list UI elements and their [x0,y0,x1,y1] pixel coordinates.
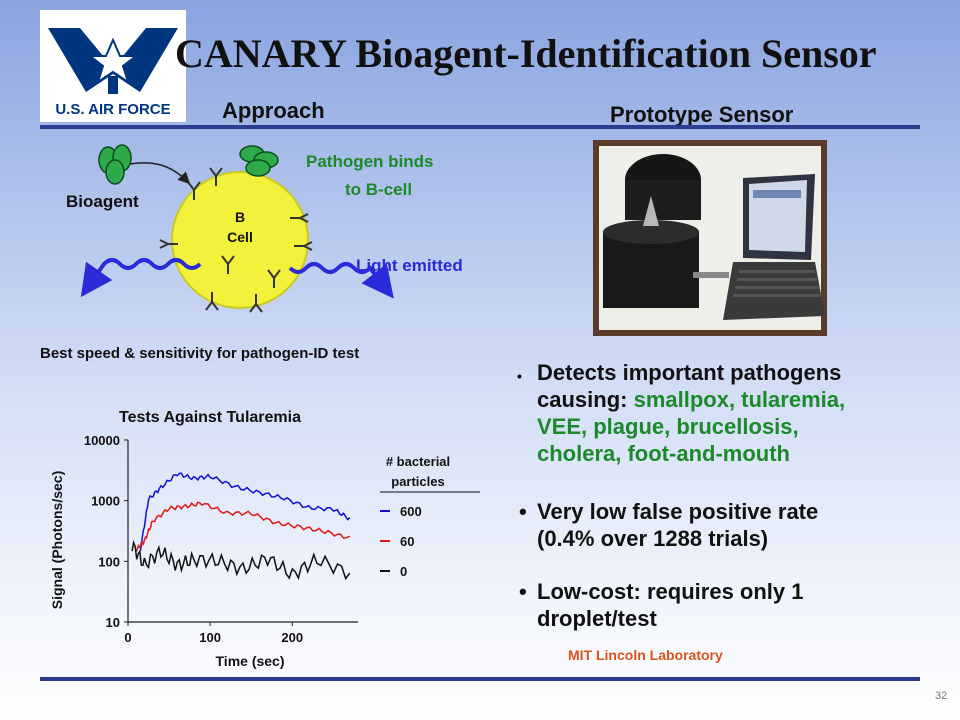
bullet-2-line-1: Very low false positive rate [537,499,819,524]
chart-series [131,472,351,581]
bullet-3: Low-cost: requires only 1 droplet/test [537,578,937,632]
bcell-diagram: B Cell [80,144,394,313]
page-title: CANARY Bioagent-Identification Sensor [175,31,877,76]
b-cell [171,171,309,309]
bioagent-label: Bioagent [66,192,139,211]
bullet-1-line-4: cholera, foot-and-mouth [537,441,790,466]
y-axis-label: Signal (Photons/sec) [49,471,65,609]
bullet-dot-1: • [517,368,522,384]
y-tick-label: 100 [98,554,120,569]
x-tick-label: 100 [199,630,221,645]
bound-pathogen-icon [239,145,279,177]
light-wave-left [80,258,202,298]
bullet-dot-3: • [519,579,527,604]
top-divider [40,125,920,129]
bullet-2: Very low false positive rate (0.4% over … [537,498,937,552]
bioagent-icon [98,144,132,185]
logo-text: U.S. AIR FORCE [55,101,170,118]
antibody-icons [159,167,313,313]
page-number: 32 [935,690,948,702]
series-line-60 [135,501,351,552]
x-tick-label: 0 [124,630,131,645]
x-tick-label: 200 [281,630,303,645]
bullet-1-green-1: smallpox, tularemia, [633,387,846,412]
x-axis-label: Time (sec) [216,653,285,669]
bullet-2-line-2: (0.4% over 1288 trials) [537,526,769,551]
bullet-1-line-2: causing: smallpox, tularemia, [537,386,937,413]
series-line-0 [131,539,351,581]
bullet-dot-2: • [519,499,527,524]
chart-axes: 10 100 1000 10000 0 100 200 [84,433,358,645]
approach-caption: Best speed & sensitivity for pathogen-ID… [40,345,360,362]
binds-label-1: Pathogen binds [306,152,434,171]
chart-title: Tests Against Tularemia [119,409,301,426]
series-line-600 [139,472,351,551]
approach-heading: Approach [222,98,325,123]
y-tick-label: 1000 [91,494,120,509]
prototype-heading: Prototype Sensor [610,102,794,127]
bullet-1: Detects important pathogens causing: sma… [537,359,937,467]
y-tick-label: 10000 [84,433,120,448]
bullet-1-prefix: causing: [537,387,634,412]
cell-label-2: Cell [227,229,253,245]
legend-title-2: particles [391,474,444,489]
bullet-3-line-1: Low-cost: requires only 1 [537,579,804,604]
binding-arrow [129,162,191,185]
prototype-photo [593,140,827,336]
bullet-1-line-3: VEE, plague, brucellosis, [537,414,799,439]
light-wave-right [288,262,394,299]
air-force-logo: U.S. AIR FORCE [40,10,186,122]
bullet-3-line-2: droplet/test [537,606,657,631]
cell-label-1: B [235,209,245,225]
bullet-1-line-1: Detects important pathogens [537,360,842,385]
y-tick-label: 10 [106,615,120,630]
legend-label-0: 0 [400,564,407,579]
light-emitted-label: Light emitted [356,256,463,275]
legend-label-60: 60 [400,534,414,549]
lab-name: MIT Lincoln Laboratory [568,647,723,663]
legend-label-600: 600 [400,504,422,519]
bottom-divider [40,677,920,681]
tularemia-chart: Tests Against Tularemia Signal (Photons/… [49,409,480,669]
binds-label-2: to B-cell [345,180,413,199]
legend-title-1: # bacterial [386,454,450,469]
